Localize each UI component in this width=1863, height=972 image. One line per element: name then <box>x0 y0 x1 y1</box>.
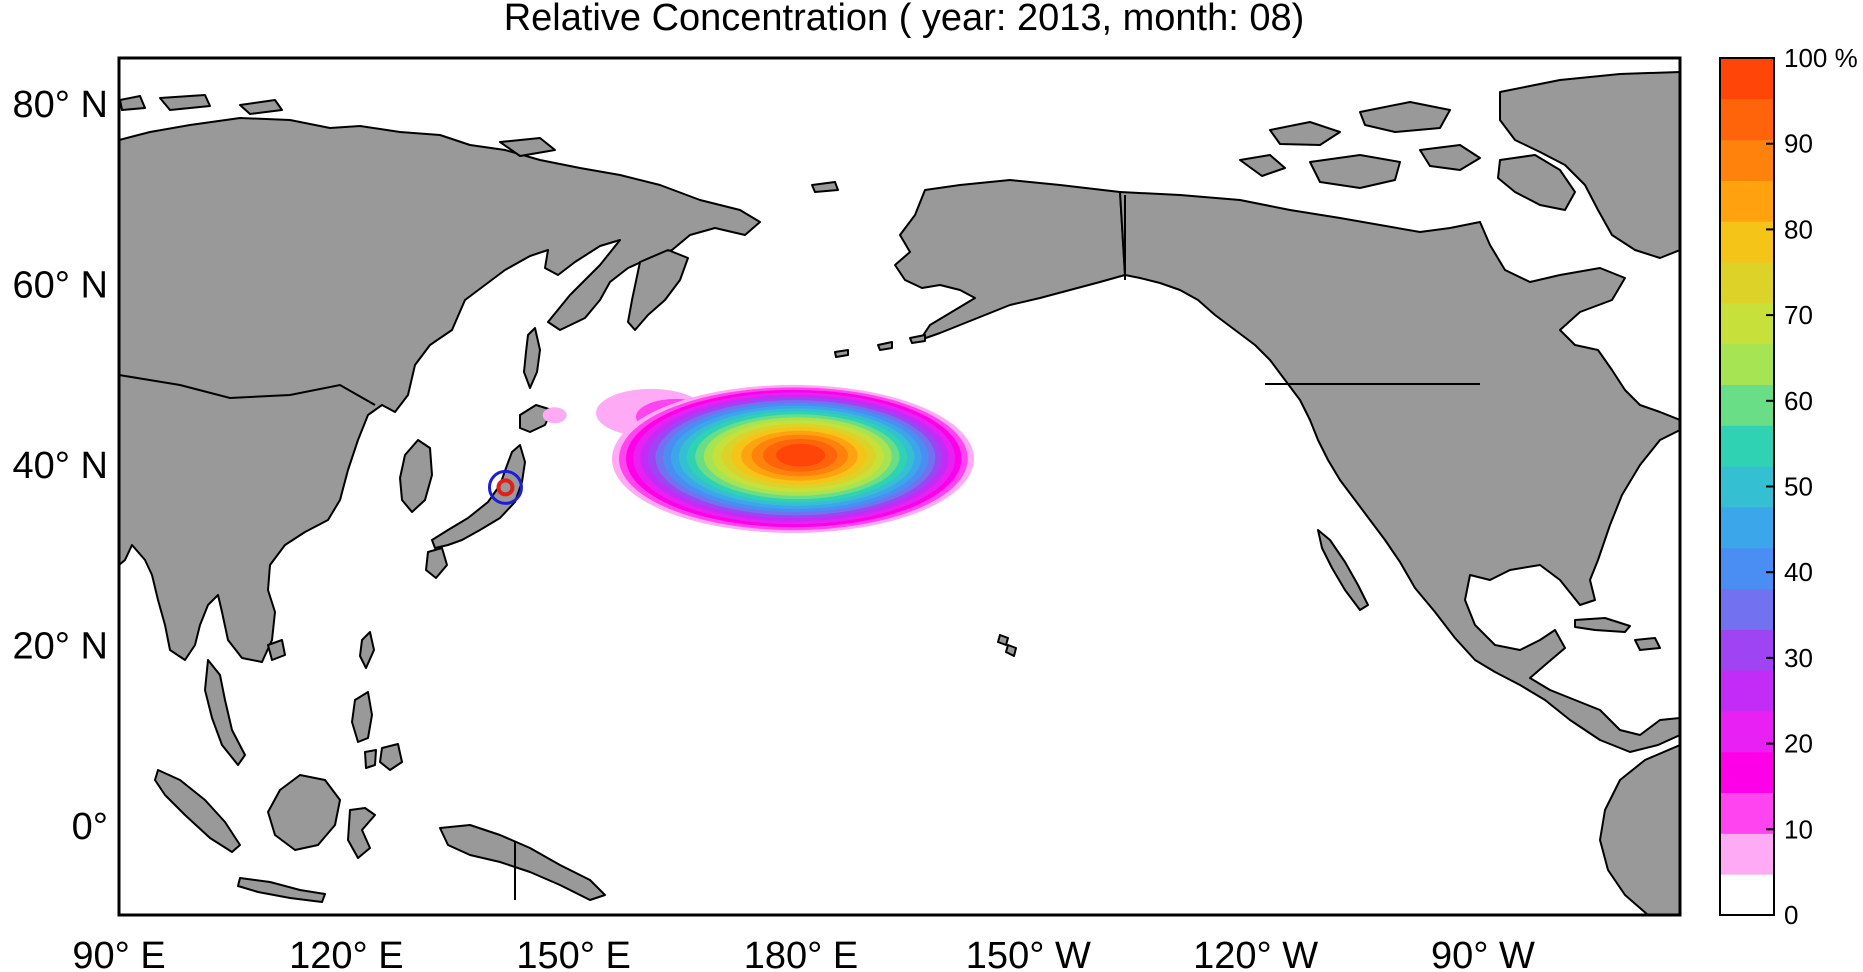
colorbar-band <box>1720 670 1774 712</box>
latitude-axis-labels: 80° N 60° N 40° N 20° N 0° <box>13 84 108 848</box>
land-arctic-island-4 <box>1239 154 1286 177</box>
land-korea <box>399 439 433 513</box>
colorbar-band <box>1720 384 1774 426</box>
map-panel <box>119 58 1680 915</box>
land-wrangel-island <box>811 181 839 193</box>
colorbar-band <box>1720 58 1774 100</box>
land-aleutian-1 <box>834 349 849 358</box>
land-japan-kyushu <box>425 547 448 579</box>
colorbar-band <box>1720 262 1774 304</box>
colorbar-band <box>1720 98 1774 141</box>
land-philippines-islands <box>364 749 377 769</box>
plume-patch <box>542 407 567 424</box>
colorbar-band <box>1720 874 1774 916</box>
plume-band <box>776 443 826 467</box>
land-arctic-island-3 <box>1419 144 1481 171</box>
lon-label: 120° E <box>289 935 404 972</box>
colorbar-tick-label: 30 <box>1784 643 1813 673</box>
lon-label: 120° W <box>1193 935 1318 972</box>
colorbar-band <box>1720 139 1774 181</box>
land-borneo <box>267 774 341 851</box>
land-taymyr-islet <box>239 99 283 115</box>
land-cuba <box>1574 617 1631 633</box>
land-kamchatka <box>627 249 689 331</box>
colorbar-band <box>1720 425 1774 467</box>
colorbar-tick-label: 20 <box>1784 729 1813 759</box>
colorbar-band <box>1720 710 1774 753</box>
land-hawaii-big <box>1005 644 1017 657</box>
landmass-group <box>119 71 1680 915</box>
colorbar-band <box>1720 221 1774 263</box>
land-severnaya-zemlya <box>159 94 211 111</box>
land-malay-peninsula <box>204 659 246 766</box>
land-aleutian-3 <box>909 334 926 344</box>
land-taiwan <box>359 631 375 669</box>
land-south-america <box>1599 744 1680 915</box>
colorbar-band <box>1720 466 1774 508</box>
land-eurasia <box>119 117 761 663</box>
colorbar-band <box>1720 343 1774 385</box>
colorbar-band <box>1720 506 1774 549</box>
source-inner-ring <box>496 478 515 497</box>
longitude-axis-labels: 90° E 120° E 150° E 180° E 150° W 120° W 90° W <box>72 935 1535 972</box>
figure-title: Relative Concentration ( year: 2013, mon… <box>504 0 1305 39</box>
land-new-guinea <box>439 824 606 901</box>
land-sulawesi <box>347 807 376 859</box>
land-baffin-island <box>1497 154 1576 211</box>
land-new-siberian-islands <box>499 137 556 157</box>
source-outer-ring <box>487 469 523 505</box>
land-arctic-island-5 <box>119 95 146 111</box>
colorbar-tick-label: 80 <box>1784 214 1813 244</box>
release-source-marker <box>487 469 523 505</box>
lat-label: 60° N <box>13 265 108 307</box>
colorbar-tick-label: 50 <box>1784 472 1813 502</box>
land-hispaniola <box>1634 637 1661 651</box>
lat-label: 80° N <box>13 84 108 126</box>
colorbar-tick-label: 70 <box>1784 300 1813 330</box>
land-greenland <box>1499 71 1680 259</box>
land-baja-california <box>1317 529 1369 611</box>
land-philippines-mindanao <box>379 743 403 771</box>
land-philippines-luzon <box>351 691 373 743</box>
lon-label: 90° W <box>1431 935 1535 972</box>
lat-label: 40° N <box>13 445 108 487</box>
land-hawaii <box>997 634 1009 646</box>
land-victoria-island <box>1309 154 1401 189</box>
colorbar-band <box>1720 302 1774 345</box>
colorbar-tick-label: 10 <box>1784 814 1813 844</box>
map-frame <box>117 56 1682 917</box>
colorbar-tick-label: 90 <box>1784 129 1813 159</box>
colorbar-band <box>1720 751 1774 794</box>
colorbar-band <box>1720 588 1774 630</box>
lon-label: 180° E <box>744 935 859 972</box>
land-sakhalin <box>523 327 541 389</box>
lat-label: 20° N <box>13 625 108 667</box>
land-hainan <box>267 639 286 661</box>
border-china-mongolia <box>119 374 376 406</box>
colorbar-band <box>1720 180 1774 222</box>
lat-label: 0° <box>72 806 108 848</box>
concentration-plume <box>542 384 974 533</box>
colorbar-tick-label: 60 <box>1784 386 1813 416</box>
lon-label: 90° E <box>72 935 165 972</box>
border-lines <box>119 195 1480 900</box>
colorbar-band <box>1720 792 1774 834</box>
colorbar: 0 10 20 30 40 50 60 70 80 90 100 % <box>1719 43 1858 930</box>
colorbar-band <box>1720 833 1774 875</box>
lon-label: 150° W <box>966 935 1091 972</box>
colorbar-tick-label: 100 % <box>1784 43 1858 73</box>
colorbar-band <box>1720 547 1774 590</box>
colorbar-tick-label: 0 <box>1784 900 1798 930</box>
land-java <box>237 877 326 903</box>
land-north-america <box>1119 191 1680 753</box>
colorbar-tick-label: 40 <box>1784 557 1813 587</box>
land-sumatra <box>154 769 241 853</box>
land-arctic-island-1 <box>1269 121 1341 146</box>
land-arctic-island-2 <box>1359 101 1451 133</box>
lon-label: 150° E <box>516 935 631 972</box>
land-aleutian-2 <box>877 341 893 351</box>
colorbar-band <box>1720 629 1774 671</box>
